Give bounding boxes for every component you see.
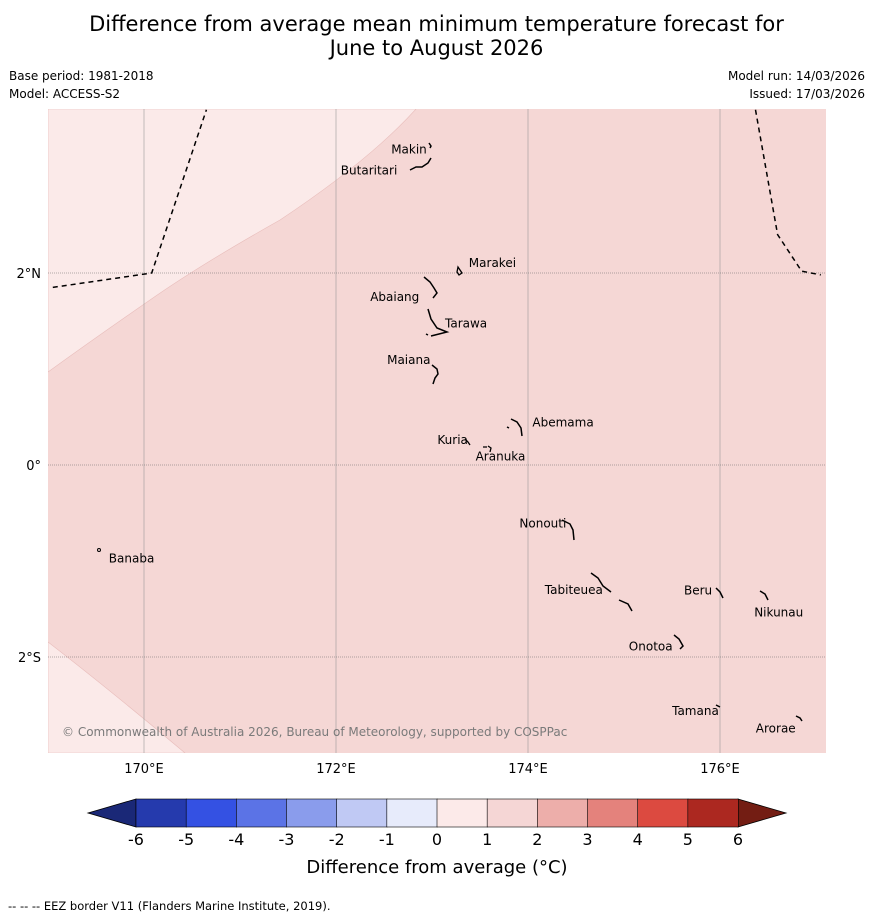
copyright-notice: © Commonwealth of Australia 2026, Bureau… [62,725,567,739]
place-label-butaritari: Butaritari [341,163,398,177]
colorbar-tick-label: -1 [379,830,395,849]
island-abaiang-outline [423,276,438,299]
graticule [48,109,826,753]
place-label-abaiang: Abaiang [370,290,419,304]
place-label-maiana: Maiana [387,353,430,367]
colorbar-bin [587,798,639,828]
map-panel: Makin Butaritari Marakei Abaiang Tarawa Maian… [48,109,826,753]
island-banaba-outline [97,548,101,552]
colorbar-tick-label: 3 [582,830,592,849]
colorbar-bin [436,798,488,828]
anomaly-field-0-to-1-south [48,641,186,753]
place-label-tamana: Tamana [671,704,719,718]
colorbar-tick-label: -4 [228,830,244,849]
place-label-makin: Makin [391,142,427,156]
lat-tick-label: 2°S [18,651,41,666]
colorbar-tick-label: -6 [128,830,144,849]
issued-date: Issued: 17/03/2026 [749,87,865,101]
island-tarawa-outline [425,308,450,337]
colorbar-bin [185,798,237,828]
island-makin-outline [428,142,432,149]
title-line-2: June to August 2026 [329,36,544,60]
title-line-1: Difference from average mean minimum tem… [89,12,784,36]
lon-tick-label: 174°E [508,762,548,777]
place-label-beru: Beru [684,584,712,598]
colorbar-bin [537,798,589,828]
colorbar-bin [386,798,438,828]
lon-tick-label: 176°E [700,762,740,777]
island-aranuka-outline [483,445,492,453]
lon-tick-label: 170°E [124,762,164,777]
island-outlines [97,142,803,722]
place-label-marakei: Marakei [469,256,516,270]
colorbar-tick-label: 2 [532,830,542,849]
colorbar-tick-label: 4 [633,830,643,849]
base-period: Base period: 1981-2018 [9,69,154,83]
island-arorae-outline [795,715,803,722]
island-tamana-outline [715,704,721,708]
colorbar-bin [637,798,689,828]
eez-border-segment [754,109,821,276]
colorbar-bin [336,798,388,828]
place-label-kuria: Kuria [437,433,468,447]
place-label-aranuka: Aranuka [476,450,526,464]
lat-tick-label: 2°N [17,267,42,282]
eez-footnote: -- -- -- EEZ border V11 (Flanders Marine… [8,899,331,913]
island-beru-outline [715,587,724,599]
colorbar-tick-label: -5 [178,830,194,849]
meta-left: Base period: 1981-2018 Model: ACCESS-S2 [9,67,154,103]
colorbar-bin [236,798,288,828]
island-butaritari-outline [409,157,432,171]
colorbar-bin [135,798,187,828]
eez-border-segment [52,109,208,289]
island-marakei-outline [456,265,463,276]
map-title: Difference from average mean minimum tem… [0,12,873,60]
anomaly-field-0-to-1-north [48,109,417,373]
place-label-onotoa: Onotoa [629,640,673,654]
colorbar: -6 -5 -4 -3 -2 -1 0 1 2 3 4 5 6 Difference from avera… [86,798,788,878]
island-abemama-outline [506,418,523,437]
colorbar-tick-label: -3 [279,830,295,849]
island-maiana-outline [431,364,439,385]
island-onotoa-outline [673,634,684,650]
colorbar-tick-label: 1 [482,830,492,849]
colorbar-tick-label: 6 [733,830,743,849]
meta-right: Model run: 14/03/2026 Issued: 17/03/2026 [728,67,865,103]
colorbar-bin [286,798,338,828]
colorbar-bin [687,798,739,828]
lat-tick-label: 0° [26,459,41,474]
place-label-banaba: Banaba [109,552,155,566]
colorbar-extend-high [737,798,788,828]
eez-border [52,109,821,289]
island-nonouti-outline [561,519,575,541]
place-label-nikunau: Nikunau [754,606,803,620]
island-nikunau-outline [759,590,769,601]
colorbar-tick-label: 5 [683,830,693,849]
model-name: Model: ACCESS-S2 [9,87,121,101]
island-kuria-outline [464,438,471,446]
colorbar-label: Difference from average (°C) [306,857,567,878]
place-label-tabiteuea: Tabiteuea [544,583,603,597]
colorbar-tick-label: -2 [329,830,345,849]
model-run: Model run: 14/03/2026 [727,69,865,83]
place-label-abemama: Abemama [532,416,593,430]
place-label-nonouti: Nonouti [519,516,566,530]
place-labels: Makin Butaritari Marakei Abaiang Tarawa Maian… [109,142,803,735]
colorbar-extend-low [86,798,137,828]
place-label-arorae: Arorae [756,721,796,735]
island-tabiteuea-outline [590,572,633,612]
colorbar-bin [486,798,538,828]
colorbar-tick-label: 0 [432,830,442,849]
lon-tick-label: 172°E [316,762,356,777]
place-label-tarawa: Tarawa [444,317,487,331]
axis-labels: 170°E 172°E 174°E 176°E 2°N 0° 2°S [17,267,740,777]
